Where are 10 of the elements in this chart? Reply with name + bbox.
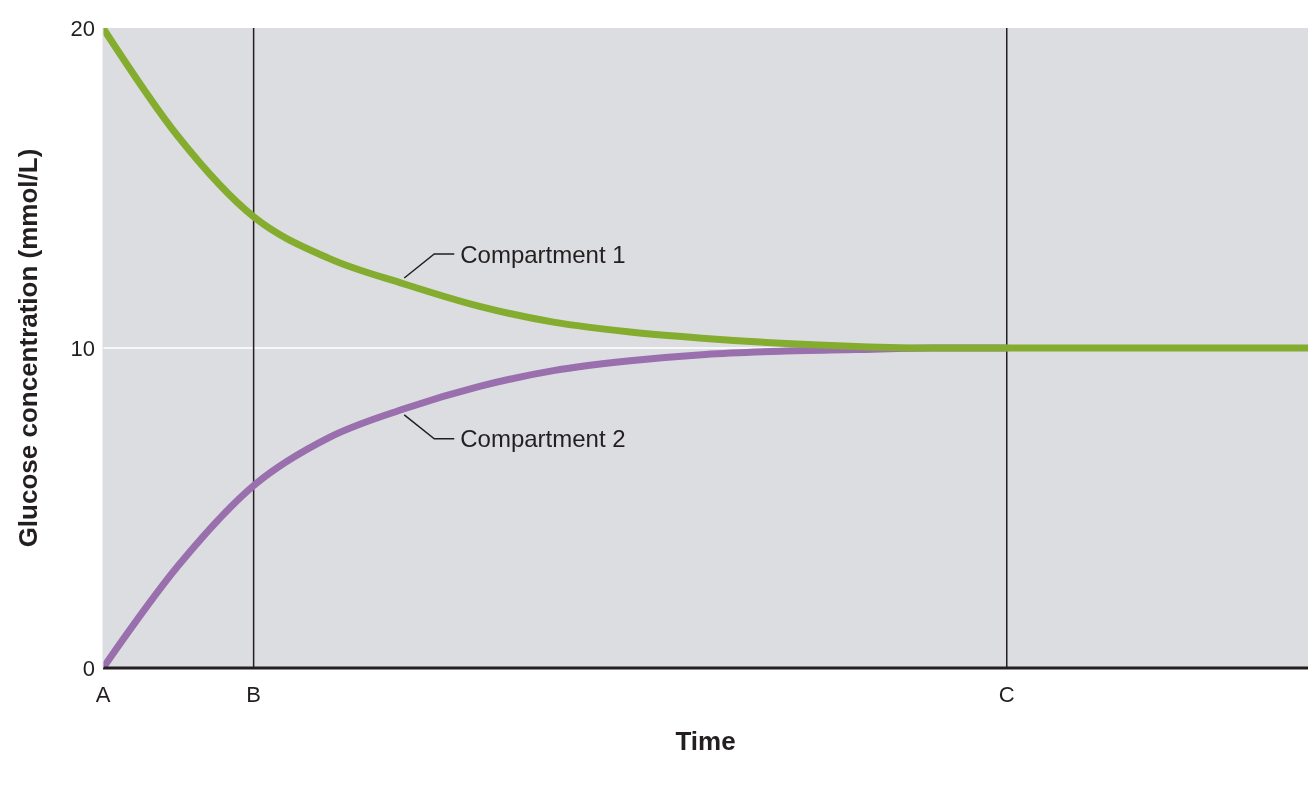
y-tick-label: 10 <box>70 335 95 361</box>
series-label: Compartment 2 <box>460 425 626 453</box>
x-tick-label: B <box>246 681 261 707</box>
x-tick-label: C <box>998 681 1015 707</box>
x-axis-title: Time <box>675 726 736 756</box>
y-tick-label: 20 <box>70 15 95 41</box>
series-label: Compartment 1 <box>460 240 626 268</box>
y-tick-label: 0 <box>82 655 95 681</box>
x-tick-label: A <box>95 681 111 707</box>
y-axis-title: Glucose concentration (mmol/L) <box>13 148 44 548</box>
